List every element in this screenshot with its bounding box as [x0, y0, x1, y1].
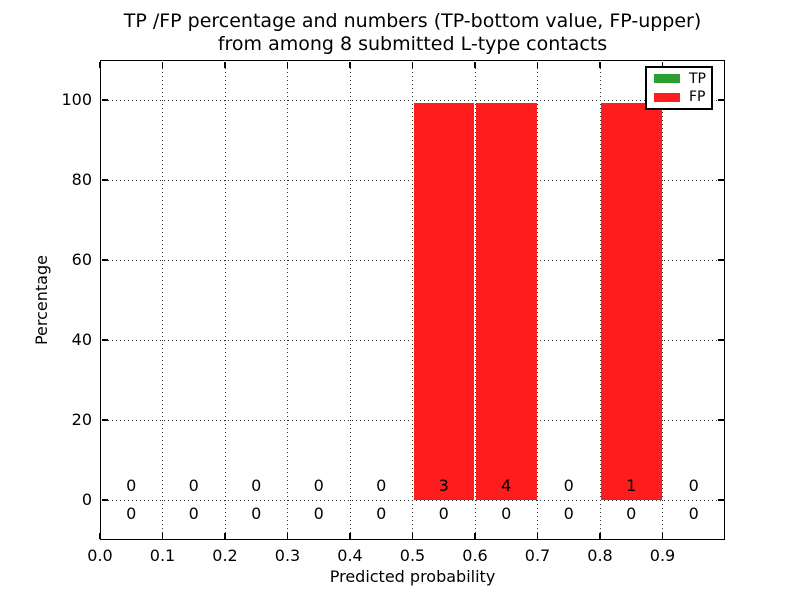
y-tick-label: 20 [71, 410, 92, 429]
tick-mark [536, 61, 539, 68]
fp-count-label: 1 [626, 476, 637, 495]
v-gridline [162, 60, 163, 540]
tick-mark [411, 61, 414, 68]
tick-mark [101, 339, 108, 341]
tick-mark [536, 532, 539, 539]
fp-count-label: 0 [251, 476, 262, 495]
tp-count-label: 0 [501, 504, 512, 523]
fp-count-label: 4 [501, 476, 512, 495]
y-tick-label: 100 [61, 90, 92, 109]
x-tick-label: 0.6 [462, 546, 488, 565]
y-axis-label: Percentage [32, 255, 51, 346]
x-tick-label: 0.5 [399, 546, 426, 565]
tick-mark [599, 532, 601, 539]
bar-fp [601, 103, 662, 500]
tick-mark [717, 179, 724, 181]
tick-mark [717, 419, 724, 421]
x-tick-label: 0.7 [524, 546, 551, 565]
fp-count-label: 0 [126, 476, 137, 495]
x-tick-label: 0.2 [212, 546, 238, 565]
tp-legend-label: TP [689, 70, 706, 87]
v-gridline [287, 60, 288, 540]
tick-mark [101, 179, 108, 181]
y-tick-label: 40 [71, 330, 92, 349]
tp-count-label: 0 [563, 504, 574, 523]
tick-mark [717, 499, 724, 501]
tick-mark [349, 61, 351, 68]
tick-mark [661, 61, 664, 68]
chart-title-line1: TP /FP percentage and numbers (TP-bottom… [123, 10, 702, 32]
x-tick-label: 0.1 [149, 546, 176, 565]
tp-count-label: 0 [126, 504, 137, 523]
tick-mark [717, 339, 724, 341]
y-tick-label: 60 [71, 250, 92, 269]
fp-count-label: 0 [188, 476, 199, 495]
tp-count-label: 0 [188, 504, 199, 523]
tick-mark [101, 259, 108, 261]
fp-legend-swatch-icon [654, 92, 680, 102]
tick-mark [161, 532, 164, 539]
legend-item-fp: FP [647, 88, 711, 106]
x-tick-label: 0.9 [649, 546, 676, 565]
x-tick-label: 0.3 [274, 546, 301, 565]
tp-count-label: 0 [251, 504, 262, 523]
fp-count-label: 0 [563, 476, 574, 495]
tick-mark [474, 532, 476, 539]
tick-mark [99, 61, 101, 68]
tp-count-label: 0 [438, 504, 449, 523]
v-gridline [224, 60, 226, 540]
y-tick-label: 80 [71, 170, 92, 189]
tick-mark [661, 532, 664, 539]
tick-mark [101, 419, 108, 421]
tick-mark [286, 532, 289, 539]
legend: TP FP [645, 66, 713, 110]
tick-mark [717, 99, 724, 101]
bar-fp [413, 103, 474, 500]
tick-mark [349, 532, 351, 539]
chart-title: TP /FP percentage and numbers (TP-bottom… [100, 10, 725, 56]
fp-count-label: 0 [313, 476, 324, 495]
tp-count-label: 0 [688, 504, 699, 523]
tick-mark [224, 532, 226, 539]
x-tick-label: 0.8 [587, 546, 613, 565]
tp-count-label: 0 [626, 504, 637, 523]
fp-count-label: 3 [438, 476, 449, 495]
tick-mark [101, 99, 108, 101]
tick-mark [101, 499, 108, 501]
y-tick-label: 0 [81, 490, 92, 509]
tick-mark [161, 61, 164, 68]
chart-title-line2: from among 8 submitted L-type contacts [217, 33, 608, 55]
fp-count-label: 0 [688, 476, 699, 495]
fp-legend-label: FP [689, 89, 706, 106]
tick-mark [224, 61, 226, 68]
v-gridline [599, 60, 601, 540]
v-gridline [537, 60, 538, 540]
tp-count-label: 0 [376, 504, 387, 523]
tp-count-label: 0 [313, 504, 324, 523]
tick-mark [474, 61, 476, 68]
tick-mark [286, 61, 289, 68]
v-gridline [662, 60, 663, 540]
tick-mark [717, 259, 724, 261]
x-tick-label: 0.0 [87, 546, 113, 565]
x-axis-label: Predicted probability [329, 567, 496, 586]
v-gridline [474, 60, 476, 540]
v-gridline [349, 60, 351, 540]
legend-item-tp: TP [647, 70, 711, 88]
tick-mark [99, 532, 101, 539]
x-tick-label: 0.4 [337, 546, 363, 565]
fp-count-label: 0 [376, 476, 387, 495]
tick-mark [411, 532, 414, 539]
v-gridline [412, 60, 413, 540]
tp-legend-swatch-icon [654, 74, 680, 84]
tick-mark [599, 61, 601, 68]
bar-fp [476, 103, 537, 500]
